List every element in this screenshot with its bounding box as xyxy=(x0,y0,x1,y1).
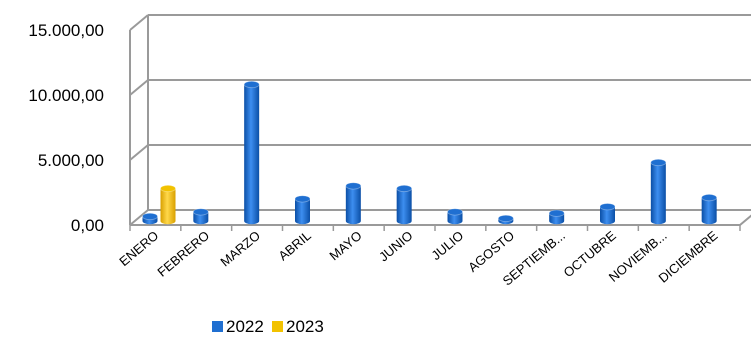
bar-top xyxy=(243,80,260,89)
bar xyxy=(396,184,413,225)
x-tick-label: FEBRERO xyxy=(154,228,212,280)
bar xyxy=(192,208,209,225)
bar-top xyxy=(548,209,565,217)
x-tick-label: JULIO xyxy=(428,228,466,263)
bar-body xyxy=(701,197,717,225)
bar-body xyxy=(600,206,615,225)
bar-top xyxy=(294,195,311,203)
bar-body xyxy=(396,188,412,225)
chart-bars xyxy=(142,80,718,225)
y-tick-label: 5.000,00 xyxy=(38,151,104,170)
bar xyxy=(142,212,158,225)
floor-right-edge xyxy=(739,214,751,226)
gridline-diagonal xyxy=(129,14,149,31)
y-tick-label: 15.000,00 xyxy=(28,21,104,40)
bar-top xyxy=(345,182,362,190)
bar-top xyxy=(142,212,158,221)
y-tick-label: 0,00 xyxy=(71,216,104,235)
bar xyxy=(345,182,362,225)
bar-body xyxy=(447,211,463,225)
bar xyxy=(701,194,718,225)
legend-swatch xyxy=(272,321,283,332)
bar-body xyxy=(244,84,260,225)
bar-body xyxy=(345,185,361,225)
y-tick-label: 10.000,00 xyxy=(28,86,104,105)
bar xyxy=(294,195,311,225)
bar xyxy=(160,184,176,225)
bar-body xyxy=(295,198,310,225)
gridline-diagonal xyxy=(129,209,149,226)
bar xyxy=(243,80,260,225)
bar xyxy=(599,203,616,225)
x-tick-label: ABRIL xyxy=(275,228,313,264)
legend-label: 2022 xyxy=(226,317,264,336)
chart-legend: 2022 2023 xyxy=(212,317,324,336)
legend-swatch xyxy=(212,321,223,332)
x-tick-label: MARZO xyxy=(217,228,263,270)
bar-top xyxy=(192,208,209,216)
bar xyxy=(548,209,565,225)
bar-top xyxy=(599,203,616,211)
bar-body xyxy=(650,162,666,225)
bar xyxy=(650,158,667,225)
bar-top xyxy=(650,158,667,167)
bar-top xyxy=(396,184,413,193)
bar-top xyxy=(447,208,463,216)
bar xyxy=(447,208,463,225)
y-axis-labels: 0,00 5.000,00 10.000,00 15.000,00 xyxy=(28,21,104,235)
x-tick-label: ENERO xyxy=(116,228,161,269)
bar-body xyxy=(160,188,176,225)
bar-top xyxy=(160,184,176,193)
bar-body xyxy=(193,211,209,225)
legend-label: 2023 xyxy=(286,317,324,336)
x-tick-label: JUNIO xyxy=(376,228,416,265)
bar xyxy=(497,214,514,225)
x-tick-label: MAYO xyxy=(326,228,364,263)
bar-top xyxy=(701,194,718,202)
gridline-diagonal xyxy=(129,144,149,161)
bar-top xyxy=(497,214,514,222)
gridline-diagonal xyxy=(129,79,149,96)
